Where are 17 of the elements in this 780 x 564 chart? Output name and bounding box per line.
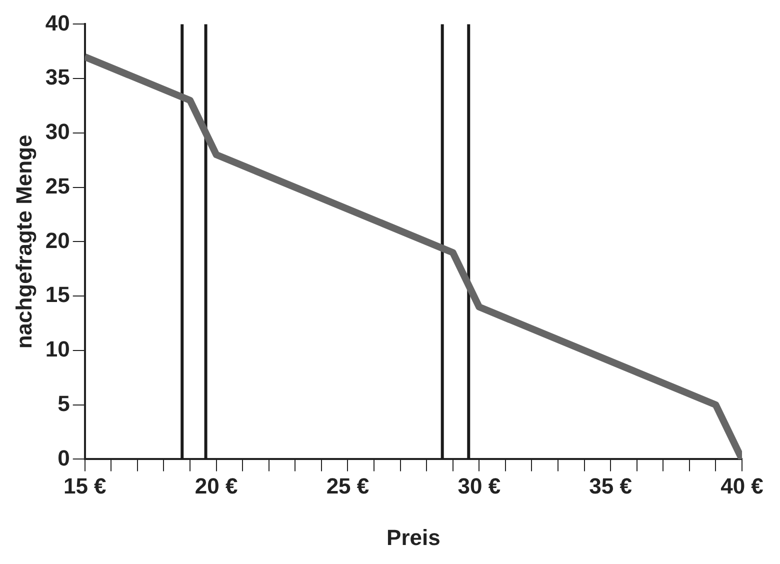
x-tick-label: 30 € (458, 473, 501, 498)
y-tick-label: 0 (58, 445, 70, 470)
x-tick-label: 40 € (720, 473, 764, 498)
y-tick-label: 20 (45, 228, 70, 253)
y-tick-label: 25 (45, 173, 70, 198)
y-tick-label: 5 (58, 390, 70, 416)
y-tick-label: 40 (45, 10, 70, 36)
x-axis-title: Preis (386, 524, 440, 550)
y-axis-title: nachgefragte Menge (11, 134, 36, 349)
y-tick-label: 10 (45, 336, 70, 362)
y-tick-label: 30 (45, 119, 70, 144)
x-tick-label: 35 € (589, 473, 632, 498)
x-tick-label: 25 € (326, 473, 370, 498)
y-tick-label: 15 (45, 282, 70, 308)
x-tick-label: 15 € (63, 473, 106, 498)
y-tick-label: 35 (45, 64, 70, 90)
x-tick-label: 20 € (194, 473, 238, 498)
